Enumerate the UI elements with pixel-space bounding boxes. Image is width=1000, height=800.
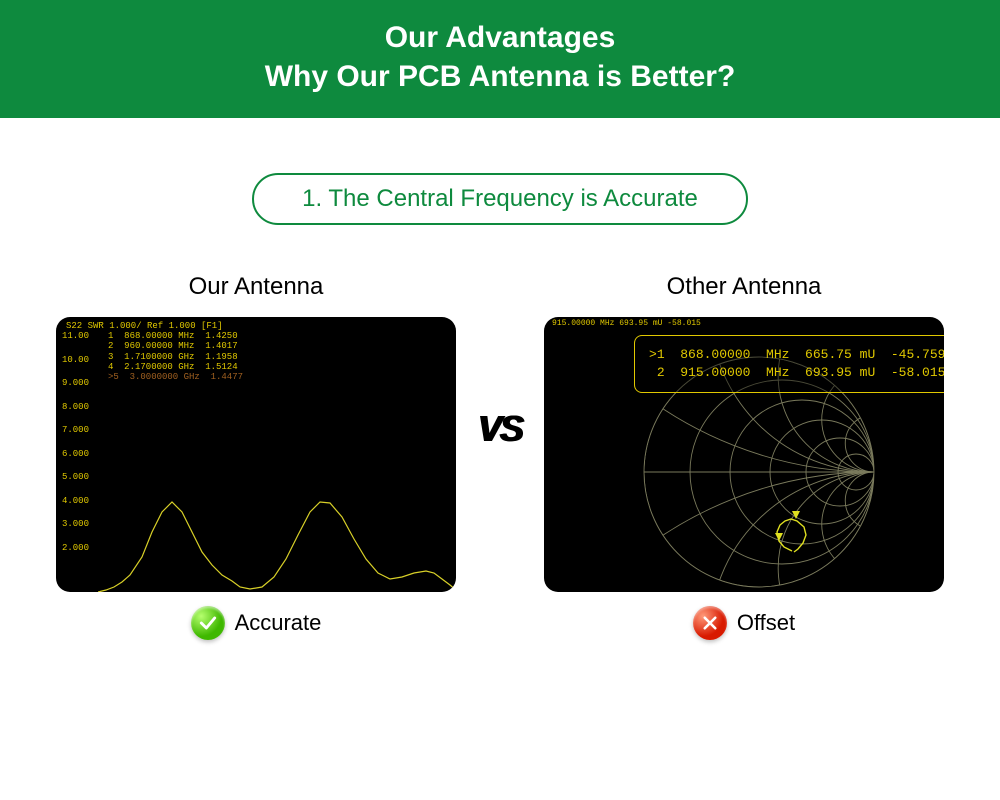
right-result: Offset	[693, 606, 795, 640]
right-title: Other Antenna	[667, 273, 822, 301]
left-swr-trace	[98, 327, 456, 592]
feature-pill-wrap: 1. The Central Frequency is Accurate	[0, 173, 1000, 225]
header-banner: Our Advantages Why Our PCB Antenna is Be…	[0, 0, 1000, 118]
right-analyzer-screen: 915.00000 MHz 693.95 mU -58.015 >1 868.0…	[544, 317, 944, 592]
left-result: Accurate	[191, 606, 322, 640]
right-marker-table: >1 868.00000 MHz 665.75 mU -45.759 2 915…	[634, 335, 944, 393]
comparison-row: Our Antenna S22 SWR 1.000/ Ref 1.000 [F1…	[0, 273, 1000, 640]
header-title: Our Advantages	[0, 18, 1000, 57]
right-result-label: Offset	[737, 610, 795, 636]
cross-icon	[693, 606, 727, 640]
header-subtitle: Why Our PCB Antenna is Better?	[0, 57, 1000, 96]
left-title: Our Antenna	[189, 273, 324, 301]
left-y-axis-labels: 11.0010.009.0008.0007.0006.0005.0004.000…	[62, 331, 89, 553]
left-column: Our Antenna S22 SWR 1.000/ Ref 1.000 [F1…	[56, 273, 456, 640]
left-analyzer-screen: S22 SWR 1.000/ Ref 1.000 [F1] 11.0010.00…	[56, 317, 456, 592]
vs-label: VS	[478, 408, 522, 450]
feature-pill: 1. The Central Frequency is Accurate	[252, 173, 748, 225]
right-column: Other Antenna 915.00000 MHz 693.95 mU -5…	[544, 273, 944, 640]
check-icon	[191, 606, 225, 640]
left-result-label: Accurate	[235, 610, 322, 636]
